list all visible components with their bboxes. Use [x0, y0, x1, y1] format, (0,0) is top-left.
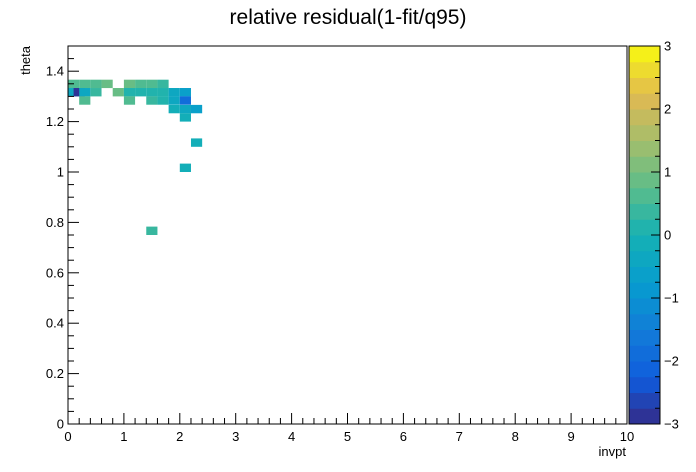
z-tick-label: −3 [664, 417, 679, 432]
y-axis-ticks: 0 0.2 0.4 0.6 0.8 1 1.2 1.4 [46, 45, 79, 432]
palette-band [629, 203, 660, 220]
palette-band [629, 156, 660, 173]
palette-band [629, 376, 660, 393]
x-tick-label: 3 [232, 429, 239, 444]
y-axis-label: theta [18, 45, 33, 75]
palette-band [629, 329, 660, 346]
palette-band [629, 124, 660, 141]
z-tick-label: 2 [664, 102, 671, 117]
heatmap-cell [146, 226, 158, 235]
z-tick-label: 1 [664, 165, 671, 180]
z-tick-label: −1 [664, 291, 679, 306]
x-tick-label: 9 [567, 429, 574, 444]
palette-band [629, 250, 660, 267]
x-tick-label: 10 [620, 429, 634, 444]
x-tick-label: 6 [400, 429, 407, 444]
heatmap-cells [68, 79, 203, 235]
heatmap-cell [157, 88, 169, 97]
heatmap-cell [146, 96, 158, 105]
palette-band [629, 77, 660, 94]
color-palette [628, 45, 661, 425]
y-tick-label: 1 [57, 165, 64, 180]
heatmap-cell [168, 104, 180, 114]
palette-band [629, 282, 660, 299]
palette-band [629, 140, 660, 157]
heatmap-cell [179, 163, 191, 172]
x-tick-label: 2 [176, 429, 183, 444]
x-tick-label: 0 [64, 429, 71, 444]
heatmap-cell [79, 96, 91, 105]
y-tick-label: 0.6 [46, 265, 64, 280]
palette-band [629, 93, 660, 110]
heatmap-cell [135, 88, 147, 97]
z-axis-ticks: 3 2 1 0 −1 −2 −3 [651, 39, 679, 432]
heatmap-cell [79, 88, 91, 97]
y-tick-label: 0 [57, 417, 64, 432]
chart-title: relative residual(1-fit/q95) [230, 6, 467, 29]
heatmap-cell [112, 88, 124, 97]
x-tick-label: 1 [120, 429, 127, 444]
heatmap-cell [146, 79, 158, 89]
heatmap-cell [179, 88, 191, 97]
heatmap-cell [146, 88, 158, 97]
heatmap-cell [168, 88, 180, 97]
heatmap-cell [179, 96, 191, 105]
heatmap-cell [101, 79, 113, 89]
palette-band [629, 235, 660, 252]
heatmap-cell [168, 96, 180, 105]
x-axis-label: invpt [599, 444, 627, 459]
z-tick-label: 0 [664, 228, 671, 243]
y-tick-label: 0.2 [46, 366, 64, 381]
palette-band [629, 61, 660, 78]
palette-band [629, 46, 660, 63]
heatmap-cell [157, 79, 169, 89]
palette-band [629, 361, 660, 378]
x-tick-label: 7 [456, 429, 463, 444]
heatmap-cell [123, 88, 136, 97]
palette-band [629, 392, 660, 409]
palette-band [629, 187, 660, 204]
heatmap-cell [179, 104, 191, 114]
palette-band [629, 298, 660, 315]
palette-band [629, 345, 660, 362]
palette-band [629, 219, 660, 236]
heatmap-cell [90, 79, 102, 89]
y-tick-label: 0.4 [46, 316, 64, 331]
palette-band [629, 408, 660, 425]
y-tick-label: 1.2 [46, 114, 64, 129]
x-tick-label: 5 [344, 429, 351, 444]
heatmap-cell [123, 79, 136, 89]
heatmap-cell [90, 88, 102, 97]
heatmap-cell [135, 79, 147, 89]
x-tick-label: 8 [512, 429, 519, 444]
heatmap-cell [179, 113, 191, 122]
x-tick-label: 4 [288, 429, 295, 444]
heatmap-cell [73, 88, 85, 97]
y-tick-label: 1.4 [46, 64, 64, 79]
heatmap-cell [190, 138, 203, 147]
heatmap-cell [123, 96, 136, 105]
palette-band [629, 313, 660, 330]
heatmap-cell [157, 96, 169, 105]
z-tick-label: −2 [664, 354, 679, 369]
y-tick-label: 0.8 [46, 215, 64, 230]
palette-band [629, 266, 660, 283]
palette-band [629, 109, 660, 126]
heatmap-cell [79, 79, 91, 89]
heatmap-cell [190, 104, 203, 114]
x-axis-ticks: 0 1 2 3 4 5 6 7 8 9 10 [64, 413, 634, 444]
palette-band [629, 172, 660, 189]
z-tick-label: 3 [664, 39, 671, 54]
